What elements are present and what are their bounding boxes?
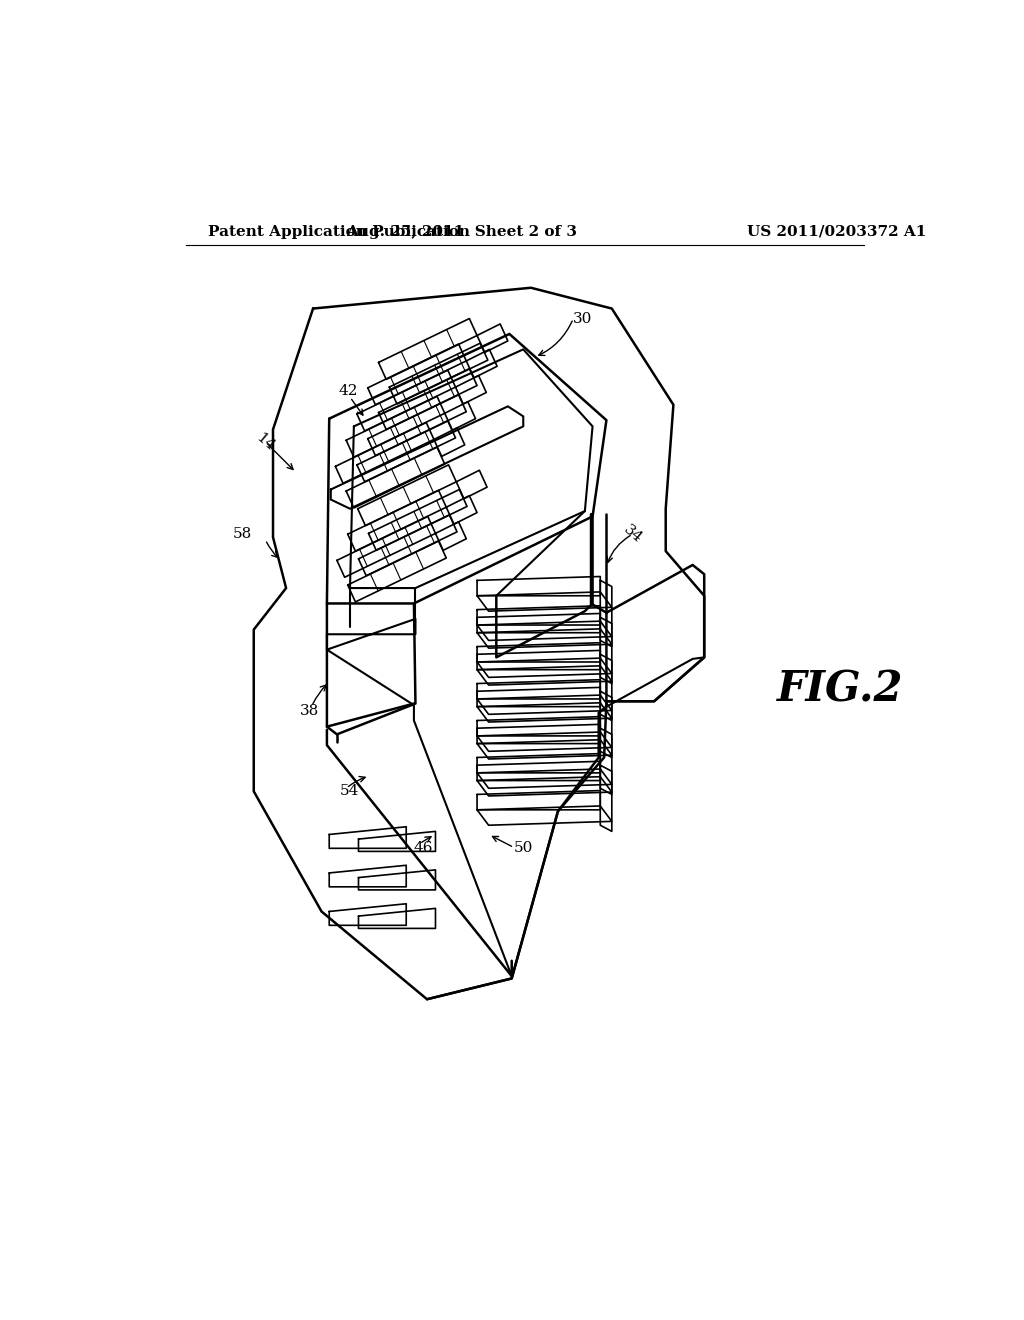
Text: 54: 54 bbox=[340, 784, 359, 799]
Text: US 2011/0203372 A1: US 2011/0203372 A1 bbox=[746, 224, 926, 239]
Text: 50: 50 bbox=[514, 841, 534, 854]
Text: Aug. 25, 2011  Sheet 2 of 3: Aug. 25, 2011 Sheet 2 of 3 bbox=[346, 224, 578, 239]
Text: 46: 46 bbox=[414, 841, 433, 854]
Text: Patent Application Publication: Patent Application Publication bbox=[208, 224, 470, 239]
Text: 14: 14 bbox=[253, 430, 278, 453]
Text: 38: 38 bbox=[300, 705, 319, 718]
Text: 42: 42 bbox=[339, 384, 358, 397]
Text: 30: 30 bbox=[573, 312, 593, 326]
Text: 34: 34 bbox=[621, 523, 644, 545]
Text: 58: 58 bbox=[233, 527, 252, 541]
Text: FIG.2: FIG.2 bbox=[777, 669, 904, 710]
